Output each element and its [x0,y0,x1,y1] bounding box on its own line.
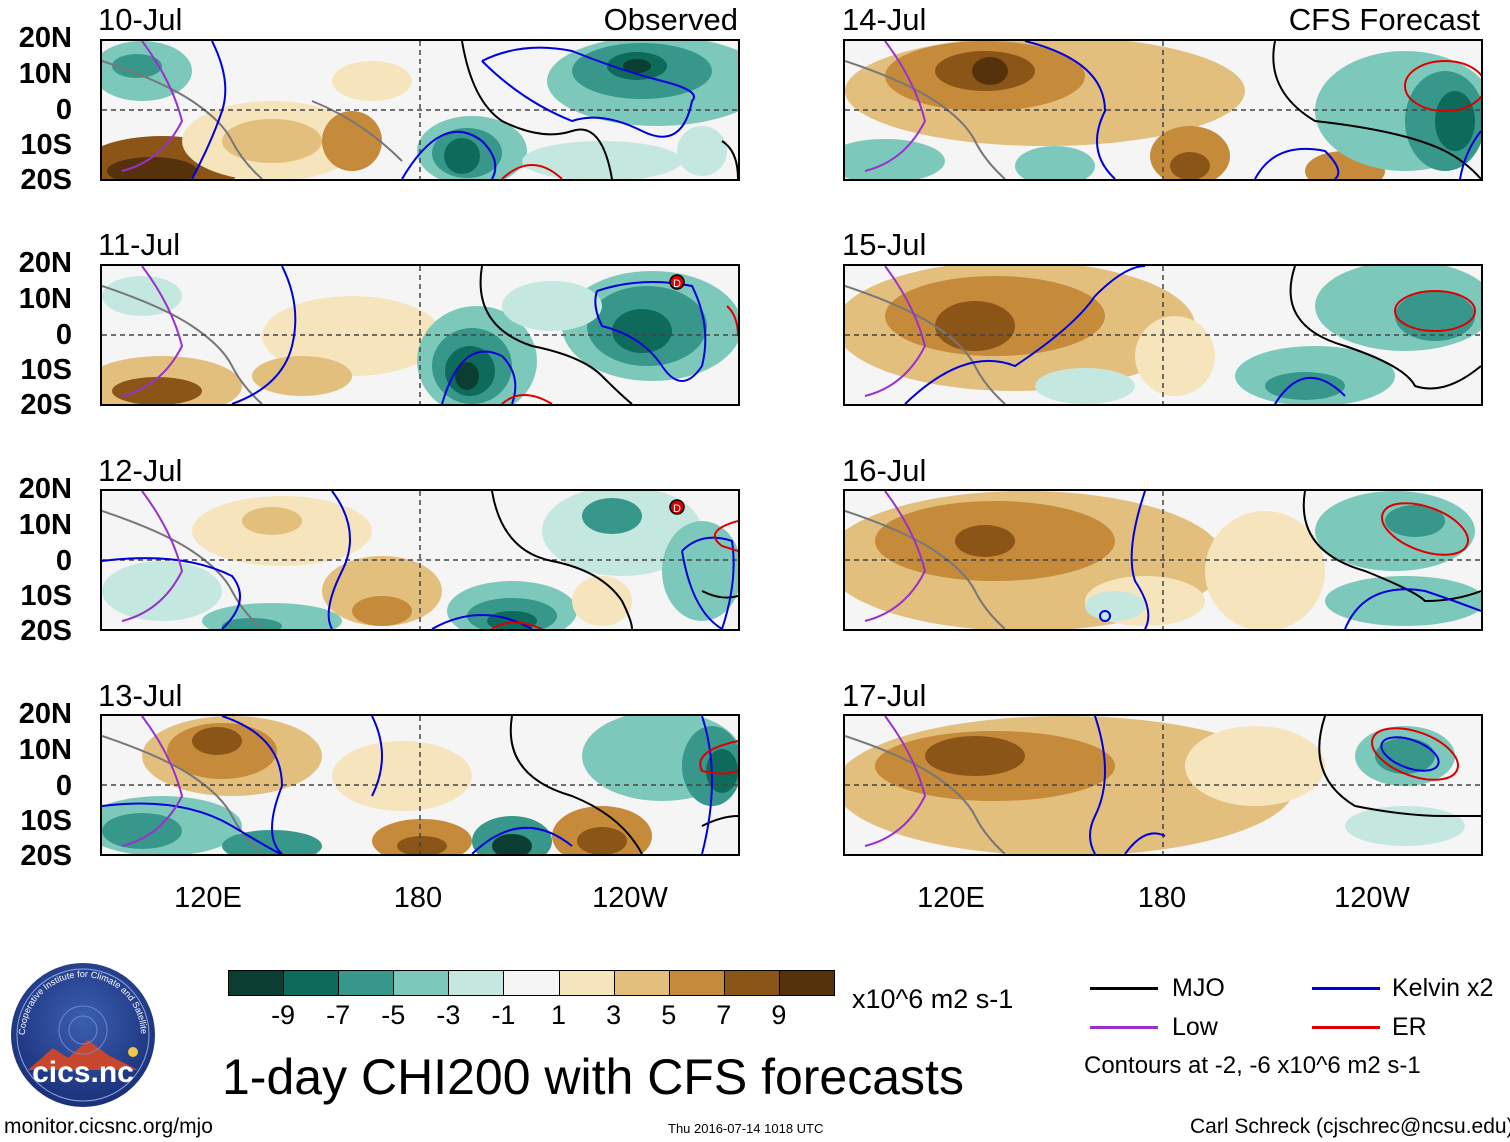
map-svg: D [102,266,738,404]
legend-swatch-kelvin [1312,987,1380,990]
lat-label: 20S [20,389,72,421]
panel-title-obs-3: 12-Jul [98,453,183,488]
lat-label: 10S [20,805,72,837]
map-svg [845,716,1481,854]
cicsnc-logo: Cooperative Institute for Climate and Sa… [6,952,158,1110]
lat-label: 10S [20,354,72,386]
logo-svg: Cooperative Institute for Climate and Sa… [6,952,155,1107]
colorbar-tick-label: 9 [771,1000,787,1030]
footer-timestamp: Thu 2016-07-14 1018 UTC [668,1121,824,1136]
map-panel-forecast-15jul [843,264,1483,406]
lat-label: 10N [18,734,72,766]
legend-label-mjo: MJO [1172,974,1225,1002]
colorbar-swatch [778,970,835,996]
colorbar-swatch [613,970,670,996]
lat-label: 0 [55,94,72,126]
panel-title-fcst-4: 17-Jul [842,678,927,713]
map-panel-forecast-14jul [843,39,1483,181]
colorbar-swatch [558,970,615,996]
panel-tag-forecast: CFS Forecast [1288,2,1480,37]
panel-title-obs-1: 10-Jul [98,2,183,37]
map-svg [102,716,738,854]
legend-swatch-mjo [1090,987,1158,990]
map-panel-observed-12jul: D [100,489,740,631]
lon-label: 120E [174,882,242,914]
lat-label: 10N [18,509,72,541]
legend-label-low: Low [1172,1013,1218,1041]
colorbar-swatch [393,970,450,996]
lat-label: 20N [18,698,72,730]
lat-label: 10S [20,580,72,612]
colorbar-units: x10^6 m2 s-1 [852,984,1014,1014]
lon-label: 180 [393,882,443,914]
map-svg [845,266,1481,404]
map-panel-observed-11jul: D [100,264,740,406]
colorbar-tick-label: -9 [271,1000,296,1030]
colorbar-tick-label: 7 [716,1000,732,1030]
lon-label: 120W [1334,882,1410,914]
colorbar-tick-label: 3 [606,1000,622,1030]
panel-title-obs-2: 11-Jul [98,227,181,262]
lat-label: 0 [55,770,72,802]
footer-author: Carl Schreck (cjschrec@ncsu.edu) [1190,1115,1510,1138]
colorbar-tick-label: -5 [381,1000,406,1030]
legend-label-er: ER [1392,1013,1427,1041]
panel-title-fcst-3: 16-Jul [842,453,927,488]
map-panel-observed-13jul [100,714,740,856]
panel-title-obs-4: 13-Jul [98,678,183,713]
colorbar-tick-label: 5 [661,1000,677,1030]
lat-label: 20S [20,164,72,196]
colorbar-tick-label: -7 [326,1000,351,1030]
lat-label: 0 [55,319,72,351]
storm-marker: D [673,503,681,515]
lon-label: 120W [592,882,668,914]
lat-label: 10S [20,129,72,161]
colorbar-swatch [668,970,725,996]
contours-note: Contours at -2, -6 x10^6 m2 s-1 [1084,1052,1421,1079]
legend-swatch-er [1312,1026,1380,1029]
lat-label: 20N [18,473,72,505]
lat-label: 20N [18,22,72,54]
lat-label: 0 [55,545,72,577]
storm-marker: D [673,278,681,290]
lat-label: 10N [18,58,72,90]
panel-title-fcst-1: 14-Jul [842,2,927,37]
legend-swatch-low [1090,1026,1158,1029]
lat-label: 10N [18,283,72,315]
colorbar-swatch [723,970,780,996]
colorbar-swatch [228,970,285,996]
panel-title-fcst-2: 15-Jul [842,227,927,262]
colorbar [228,970,835,996]
lat-label: 20S [20,615,72,647]
colorbar-swatch [503,970,560,996]
colorbar-tick-label: 1 [551,1000,567,1030]
map-svg: D [102,491,738,629]
colorbar-swatch [283,970,340,996]
lon-label: 180 [1137,882,1187,914]
map-panel-forecast-16jul [843,489,1483,631]
map-svg [845,491,1481,629]
colorbar-tick-label: -1 [491,1000,516,1030]
lat-label: 20N [18,247,72,279]
legend-label-kelvin: Kelvin x2 [1392,974,1494,1002]
lon-label: 120E [917,882,985,914]
footer-url: monitor.cicsnc.org/mjo [4,1115,213,1138]
colorbar-swatch [338,970,395,996]
colorbar-tick-label: -3 [436,1000,461,1030]
logo-text: cics.nc [32,1056,134,1089]
panel-tag-observed: Observed [603,2,738,37]
map-panel-forecast-17jul [843,714,1483,856]
map-panel-observed-10jul [100,39,740,181]
map-svg [102,41,738,179]
map-svg [845,41,1481,179]
figure-title: 1-day CHI200 with CFS forecasts [222,1049,964,1105]
lat-label: 20S [20,840,72,872]
colorbar-swatch [448,970,505,996]
colorbar-labels: -9 -7 -5 -3 -1 1 3 5 7 9 [228,1002,834,1032]
